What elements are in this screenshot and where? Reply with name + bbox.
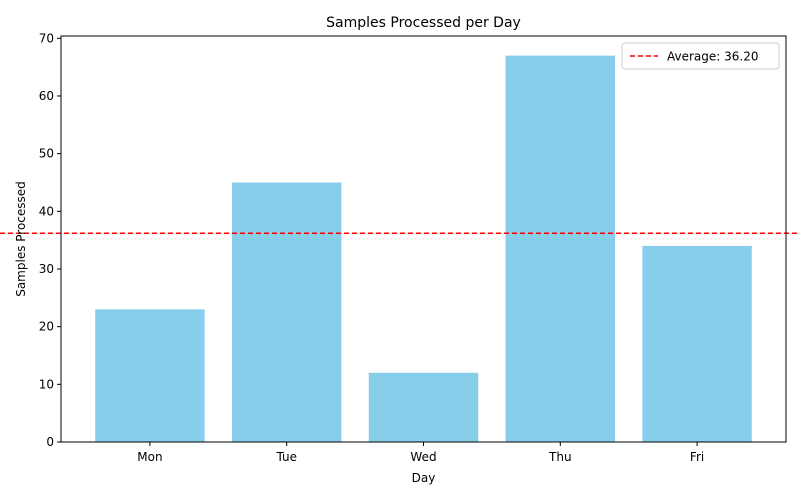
y-tick-label-70: 70 xyxy=(39,31,54,45)
y-tick-label-60: 60 xyxy=(39,89,54,103)
x-tick-label-mon: Mon xyxy=(137,450,162,464)
legend-box xyxy=(621,42,780,70)
y-tick-label-40: 40 xyxy=(39,204,54,218)
bar-mon xyxy=(95,309,205,442)
bars-layer xyxy=(95,55,752,442)
y-axis: 0 10 20 30 40 50 60 70 xyxy=(39,31,61,449)
y-axis-label: Samples Processed xyxy=(14,181,28,297)
bar-tue xyxy=(231,182,342,442)
y-tick-label-30: 30 xyxy=(39,262,54,276)
y-tick-label-0: 0 xyxy=(46,435,54,449)
legend: Average: 36.20 xyxy=(621,42,780,70)
bar-thu xyxy=(505,55,616,442)
x-axis-label: Day xyxy=(412,471,436,485)
y-tick-label-50: 50 xyxy=(39,147,54,161)
chart-title: Samples Processed per Day xyxy=(326,15,521,31)
x-tick-label-thu: Thu xyxy=(548,450,572,464)
x-axis: Mon Tue Wed Thu Fri xyxy=(137,442,704,464)
bar-wed xyxy=(368,372,479,442)
y-tick-label-20: 20 xyxy=(39,320,54,334)
bar-fri xyxy=(642,245,752,442)
legend-average-label: Average: 36.20 xyxy=(667,50,759,64)
x-tick-label-wed: Wed xyxy=(410,450,436,464)
x-tick-label-tue: Tue xyxy=(275,450,297,464)
x-tick-label-fri: Fri xyxy=(690,450,704,464)
y-tick-label-10: 10 xyxy=(39,377,54,391)
